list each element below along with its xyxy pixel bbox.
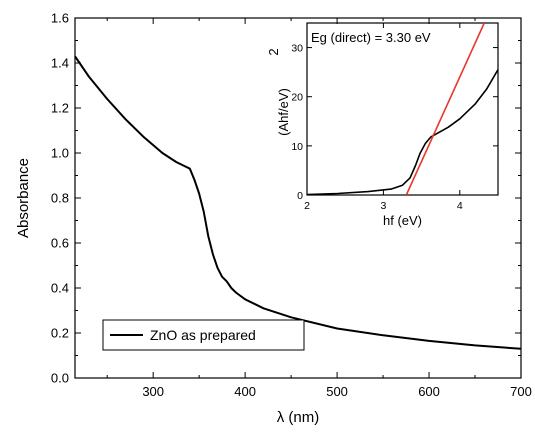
- inset-y-tick-label: 0: [297, 190, 303, 202]
- inset-y-tick-label: 30: [291, 43, 303, 55]
- inset-x-tick-label: 3: [380, 200, 386, 212]
- x-axis-title: λ (nm): [277, 409, 320, 426]
- inset-y-axis-superscript: 2: [266, 48, 281, 55]
- x-tick-label: 300: [142, 384, 164, 399]
- y-tick-label: 0.4: [51, 281, 69, 296]
- y-tick-label: 1.2: [51, 101, 69, 116]
- bandgap-fit-line: [405, 23, 485, 195]
- inset-plot: 0 10 20 30 2 3 4 hf (eV) (Ahf/eV) 2 Eg (direct) = …: [266, 22, 499, 228]
- y-axis-title: Absorbance: [15, 158, 32, 238]
- legend: ZnO as prepared: [102, 319, 305, 351]
- inset-y-tick-label: 20: [291, 92, 303, 104]
- y-tick-label: 1.0: [51, 146, 69, 161]
- x-tick-label: 500: [326, 384, 348, 399]
- inset-y-tick-label: 10: [291, 141, 303, 153]
- inset-y-axis-title: (Ahf/eV): [276, 88, 291, 136]
- inset-x-tick-label: 4: [457, 200, 463, 212]
- inset-x-axis-title: hf (eV): [383, 213, 422, 228]
- y-tick-label: 1.6: [51, 11, 69, 26]
- y-tick-label: 0.8: [51, 191, 69, 206]
- y-tick-label: 1.4: [51, 56, 69, 71]
- legend-label: ZnO as prepared: [150, 327, 256, 343]
- y-tick-label: 0.6: [51, 236, 69, 251]
- y-tick-label: 0.0: [51, 371, 69, 386]
- inset-frame: [306, 22, 499, 196]
- x-tick-label: 600: [418, 384, 440, 399]
- absorbance-series-line: [74, 55, 522, 350]
- y-tick-label: 0.2: [51, 326, 69, 341]
- x-tick-label: 700: [510, 384, 532, 399]
- inset-x-tick-label: 2: [304, 200, 310, 212]
- tauc-plot-line: [307, 69, 498, 195]
- x-tick-label: 400: [234, 384, 256, 399]
- bandgap-annotation: Eg (direct) = 3.30 eV: [311, 30, 431, 45]
